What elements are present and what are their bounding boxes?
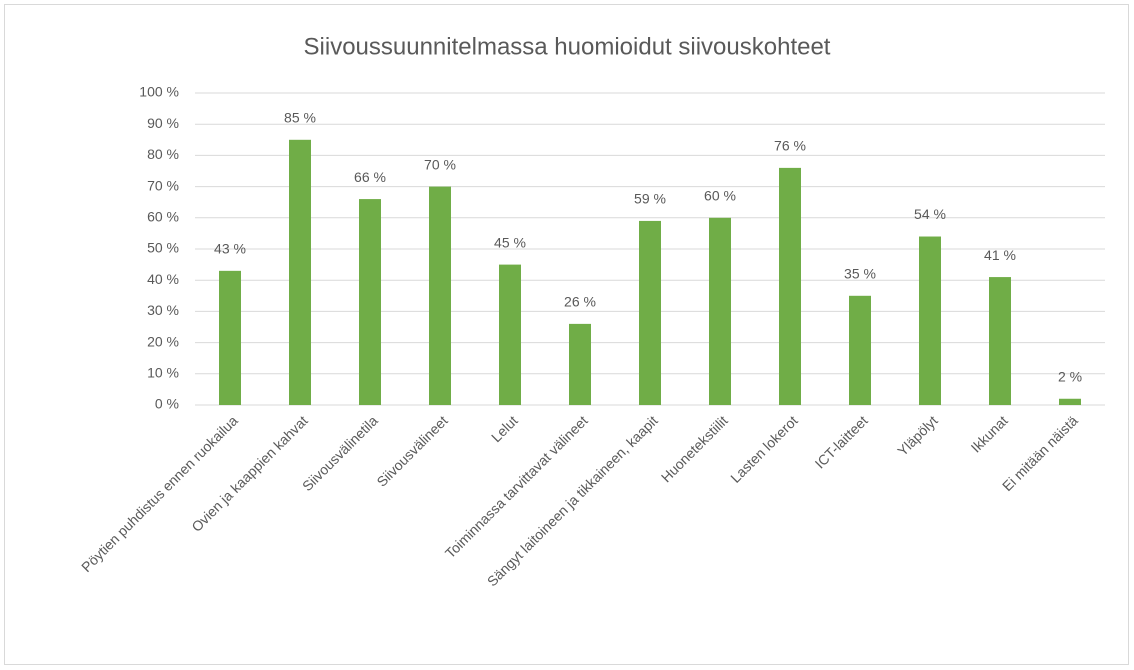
data-label: 76 % [774, 138, 806, 154]
y-tick-label: 10 % [147, 365, 179, 381]
data-label: 60 % [704, 188, 736, 204]
data-label: 59 % [634, 191, 666, 207]
bar [639, 220, 661, 405]
data-label: 70 % [424, 156, 456, 172]
bar [219, 270, 241, 405]
data-label: 45 % [494, 234, 526, 250]
data-label: 54 % [914, 206, 946, 222]
y-tick-label: 90 % [147, 115, 179, 131]
y-tick-label: 40 % [147, 271, 179, 287]
y-tick-label: 20 % [147, 333, 179, 349]
data-label: 35 % [844, 266, 876, 282]
data-label: 43 % [214, 241, 246, 257]
y-tick-label: 0 % [155, 396, 179, 412]
bar [709, 217, 731, 405]
bar [849, 295, 871, 405]
data-label: 85 % [284, 110, 316, 126]
y-tick-label: 50 % [147, 240, 179, 256]
data-label: 41 % [984, 247, 1016, 263]
y-tick-label: 100 % [139, 84, 179, 100]
bar [569, 323, 591, 405]
bar [289, 139, 311, 406]
data-label: 66 % [354, 169, 386, 185]
bar [499, 264, 521, 405]
chart-title: Siivoussuunnitelmassa huomioidut siivous… [304, 33, 831, 60]
bar [779, 167, 801, 405]
y-tick-label: 80 % [147, 146, 179, 162]
y-tick-label: 30 % [147, 302, 179, 318]
bar [1059, 398, 1081, 405]
data-label: 2 % [1058, 368, 1082, 384]
data-label: 26 % [564, 294, 596, 310]
bar [429, 186, 451, 405]
bar [359, 199, 381, 405]
chart-frame [4, 4, 1129, 665]
y-tick-label: 60 % [147, 209, 179, 225]
bar [919, 236, 941, 405]
y-tick-label: 70 % [147, 177, 179, 193]
bar [989, 277, 1011, 405]
